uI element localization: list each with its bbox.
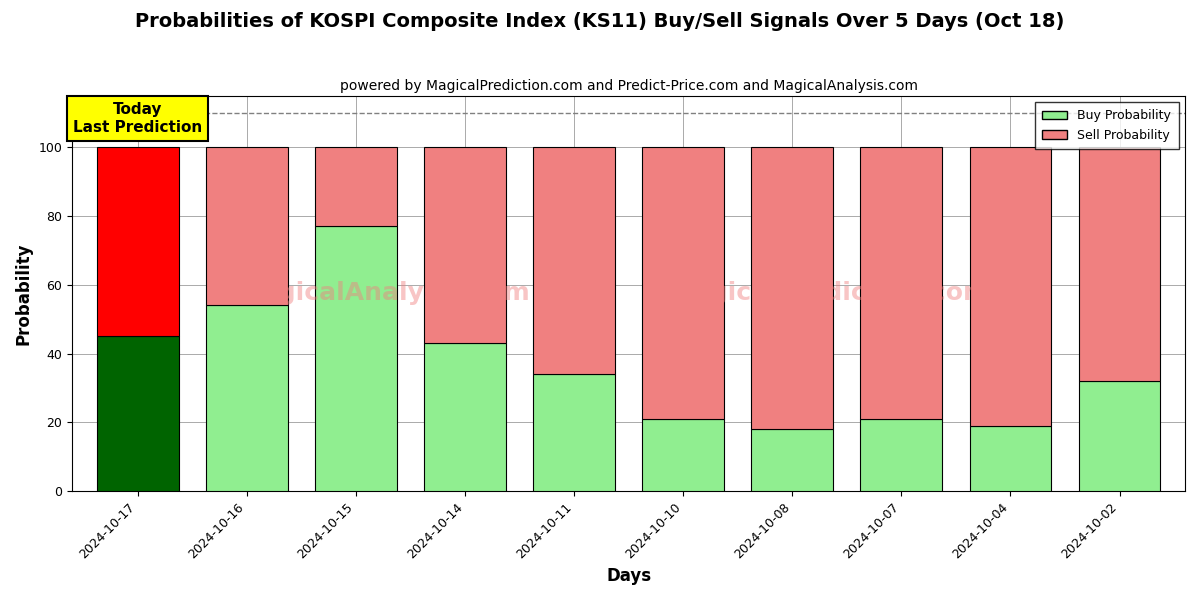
Bar <box>97 147 179 337</box>
Text: MagicalPrediction.com: MagicalPrediction.com <box>668 281 990 305</box>
Text: Probabilities of KOSPI Composite Index (KS11) Buy/Sell Signals Over 5 Days (Oct : Probabilities of KOSPI Composite Index (… <box>136 12 1064 31</box>
Bar <box>970 147 1051 426</box>
Bar <box>1079 147 1160 381</box>
Bar <box>533 147 614 374</box>
Bar <box>314 147 397 226</box>
Bar <box>206 147 288 305</box>
Text: MagicalAnalysis.com: MagicalAnalysis.com <box>236 281 530 305</box>
Legend: Buy Probability, Sell Probability: Buy Probability, Sell Probability <box>1034 102 1178 149</box>
Bar <box>642 147 724 419</box>
Bar <box>970 426 1051 491</box>
Bar <box>97 337 179 491</box>
Bar <box>751 147 833 430</box>
Title: powered by MagicalPrediction.com and Predict-Price.com and MagicalAnalysis.com: powered by MagicalPrediction.com and Pre… <box>340 79 918 93</box>
Bar <box>424 343 506 491</box>
Bar <box>206 305 288 491</box>
Bar <box>751 430 833 491</box>
X-axis label: Days: Days <box>606 567 652 585</box>
Y-axis label: Probability: Probability <box>16 242 34 344</box>
Bar <box>860 147 942 419</box>
Bar <box>1079 381 1160 491</box>
Bar <box>642 419 724 491</box>
Bar <box>424 147 506 343</box>
Bar <box>314 226 397 491</box>
Bar <box>860 419 942 491</box>
Bar <box>533 374 614 491</box>
Text: Today
Last Prediction: Today Last Prediction <box>73 103 203 135</box>
